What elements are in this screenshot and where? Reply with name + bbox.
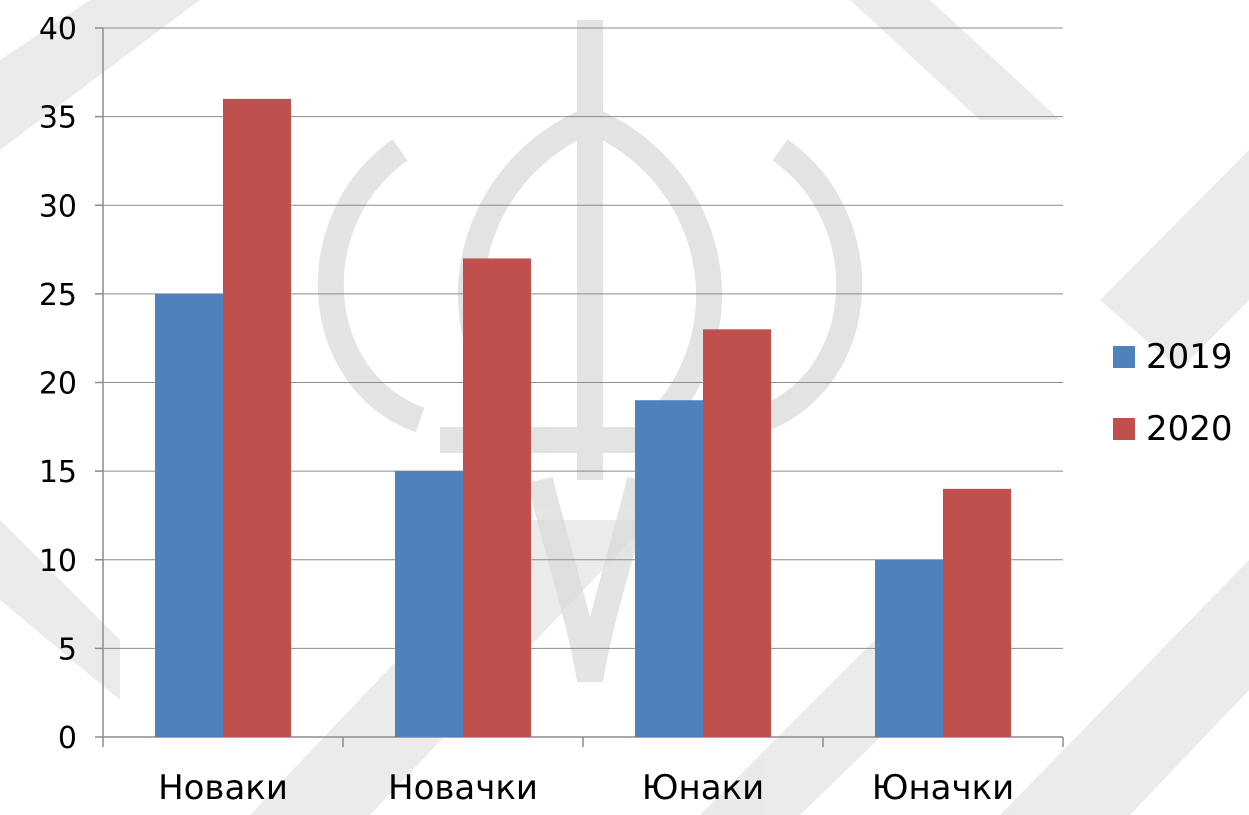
y-tick-label: 30 bbox=[39, 189, 77, 224]
category-label: Новаки bbox=[158, 768, 288, 808]
category-label: Юнаки bbox=[642, 768, 764, 808]
category-label: Новачки bbox=[388, 768, 538, 808]
y-tick-label: 35 bbox=[39, 101, 77, 136]
bars bbox=[155, 98, 1011, 737]
y-tick-labels: 0 5 10 15 20 25 30 35 40 bbox=[39, 12, 77, 756]
legend-swatch-2020 bbox=[1113, 418, 1135, 440]
category-labels: Новаки Новачки Юнаки Юначки bbox=[158, 768, 1014, 808]
legend: 2019 2020 bbox=[1113, 337, 1233, 449]
y-tick-label: 5 bbox=[58, 632, 77, 667]
bar-2020-0 bbox=[223, 98, 291, 737]
bar-2020-2 bbox=[703, 329, 771, 737]
y-tick-label: 0 bbox=[58, 721, 77, 756]
legend-label-2020: 2020 bbox=[1146, 409, 1233, 449]
legend-swatch-2019 bbox=[1113, 346, 1135, 368]
y-tick-label: 15 bbox=[39, 455, 77, 490]
bar-2019-3 bbox=[875, 559, 943, 737]
category-label: Юначки bbox=[872, 768, 1015, 808]
legend-label-2019: 2019 bbox=[1146, 337, 1233, 377]
y-tick-label: 25 bbox=[39, 278, 77, 313]
bar-2020-3 bbox=[943, 488, 1011, 737]
y-tick-label: 40 bbox=[39, 12, 77, 47]
bar-2019-2 bbox=[635, 400, 703, 737]
bar-2020-1 bbox=[463, 258, 531, 737]
bar-2019-1 bbox=[395, 471, 463, 737]
y-tick-label: 10 bbox=[39, 544, 77, 579]
bar-2019-0 bbox=[155, 293, 223, 737]
y-tick-label: 20 bbox=[39, 367, 77, 402]
